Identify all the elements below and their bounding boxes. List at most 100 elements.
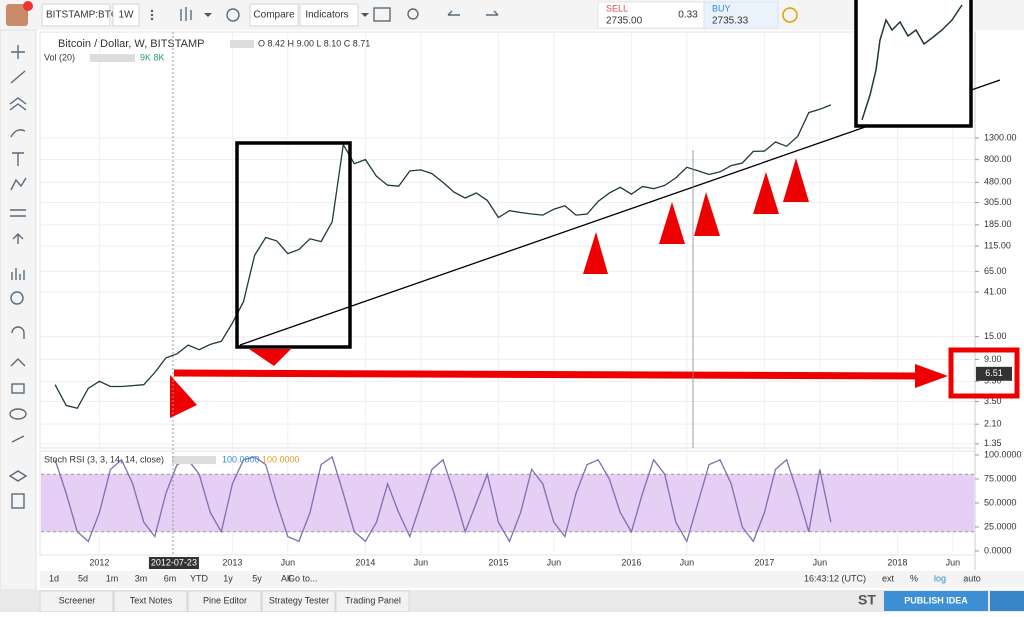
range-button[interactable]: 1m [106, 573, 119, 583]
x-tick-label: Jun [680, 557, 695, 567]
rsi-band [41, 474, 974, 532]
redo-icon[interactable] [486, 10, 499, 16]
undo-icon[interactable] [447, 10, 460, 16]
range-button[interactable]: 5d [78, 573, 88, 583]
y-tick-label: 3.50 [984, 396, 1002, 406]
crosshair-price: 6.51 [985, 368, 1003, 378]
range-button[interactable]: YTD [190, 573, 209, 583]
interval-box[interactable] [112, 3, 140, 27]
x-tick-label: 2016 [621, 557, 641, 567]
x-tick-label: 2012 [89, 557, 109, 567]
y-tick-label: 50.0000 [984, 497, 1017, 507]
range-button[interactable]: 3m [135, 573, 148, 583]
notification-badge [23, 1, 33, 11]
legend-buttons[interactable] [90, 54, 135, 62]
plots: 6.51 2012-07-23 [41, 104, 1012, 569]
indicators-button[interactable] [299, 3, 359, 27]
compare-button[interactable] [249, 3, 299, 27]
indicators: Indicators [305, 10, 348, 21]
x-tick-label: 2018 [887, 557, 907, 567]
buy-box[interactable] [703, 1, 779, 29]
goto[interactable]: Go to... [288, 573, 318, 583]
x-tick-label: 2014 [355, 557, 375, 567]
axis-option[interactable]: ext [882, 573, 895, 583]
buy-price: 2735.33 [712, 16, 749, 27]
axis-option[interactable]: auto [963, 573, 981, 583]
crosshair-date: 2012-07-23 [151, 557, 197, 567]
range-button[interactable]: All [281, 573, 291, 583]
range-button[interactable]: 1d [49, 573, 59, 583]
range-bar [40, 571, 1024, 588]
range-button[interactable]: 1y [223, 573, 233, 583]
avatar[interactable] [6, 4, 28, 26]
bottom-tabs: Screener Text Notes Pine Editor Strategy Te… [39, 590, 410, 613]
sell-label: SELL [606, 3, 628, 13]
sell-box[interactable] [597, 1, 705, 29]
y-tick-label: 9.00 [984, 354, 1002, 364]
y-tick-label: 100.0000 [984, 449, 1022, 459]
sell-price: 2735.00 [606, 16, 643, 27]
crosshair-price-box [976, 366, 1012, 381]
x-tick-label: 2013 [222, 557, 242, 567]
tab-label: Pine Editor [203, 595, 247, 605]
x-tick-label: Jun [281, 557, 296, 567]
y-tick-label: 0.0000 [984, 545, 1012, 555]
info-icon[interactable] [782, 7, 798, 23]
publish-button[interactable] [884, 591, 988, 611]
x-tick-label: Jun [946, 557, 961, 567]
range-button[interactable]: 5y [252, 573, 262, 583]
range-buttons: 1d 5d 1m 3m 6m YTD 1y 5y All [49, 573, 291, 583]
y-tick-label: 25.0000 [984, 521, 1017, 531]
symbol-box[interactable] [41, 3, 111, 27]
publish: PUBLISH IDEA [904, 595, 968, 605]
ohlc: O 8.42 H 9.00 L 8.10 C 8.71 [258, 38, 370, 48]
chart-title: Bitcoin / Dollar, W, BITSTAMP [58, 38, 205, 50]
x-tick-label: Jun [813, 557, 828, 567]
top-toolbar [0, 0, 1024, 30]
left-toolbar [0, 29, 37, 591]
y-tick-label: 1.35 [984, 438, 1002, 448]
chart-style-icon[interactable] [180, 7, 192, 21]
x-tick-label: 2015 [488, 557, 508, 567]
settings-icon[interactable] [226, 8, 240, 22]
alert-icon[interactable] [373, 7, 391, 22]
y-tick-label: 1300.00 [984, 132, 1017, 142]
x-tick-label: 2017 [754, 557, 774, 567]
y-tick-label: 480.00 [984, 177, 1012, 187]
x-tick-label: Jun [414, 557, 429, 567]
axis-options: ext% log auto [882, 573, 981, 583]
dropdown[interactable] [204, 13, 212, 17]
annotations [170, 0, 1001, 555]
idea-icon[interactable] [407, 8, 419, 20]
y-tick-label: 2.10 [984, 419, 1002, 429]
drawing-tools[interactable] [8, 45, 28, 509]
buy-label: BUY [712, 3, 731, 13]
compare: Compare [253, 10, 295, 21]
symbol: BITSTAMP:BTCU [46, 10, 125, 21]
volume-values: 9K 8K [140, 52, 165, 62]
rsi-readout-d: 100.0000 [262, 454, 300, 464]
rsi-readout-k: 100.0000 [222, 454, 260, 464]
interval: 1W [119, 10, 135, 21]
y-tick-label: 305.00 [984, 197, 1012, 207]
publish-menu[interactable] [990, 591, 1024, 611]
y-tick-label: 75.0000 [984, 473, 1017, 483]
axis-option[interactable]: % [910, 573, 918, 583]
range-button[interactable]: 6m [164, 573, 177, 583]
tab-label: Text Notes [130, 595, 173, 605]
y-tick-label: 41.00 [984, 286, 1007, 296]
x-tick-label: Jun [547, 557, 562, 567]
stocktwits[interactable]: ST [858, 592, 876, 608]
rsi-title: Stoch RSI (3, 3, 14, 14, close) [44, 454, 164, 464]
price-highlight [948, 347, 1020, 399]
price-pane[interactable] [39, 31, 976, 449]
axis-option[interactable]: log [934, 573, 946, 583]
y-tick-label: 65.00 [984, 266, 1007, 276]
legend-buttons[interactable] [230, 40, 254, 48]
y-tick-label: 115.00 [984, 240, 1011, 250]
y-tick-label: 15.00 [984, 331, 1007, 341]
tab-label: Screener [59, 595, 96, 605]
tab-label: Strategy Tester [269, 595, 329, 605]
legend-buttons[interactable] [172, 456, 216, 464]
